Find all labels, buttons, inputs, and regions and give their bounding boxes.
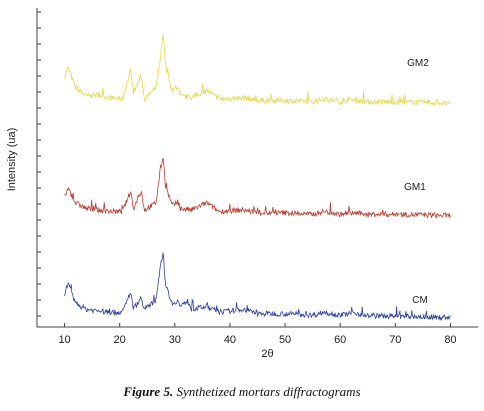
figure-number: Figure 5. (123, 384, 174, 399)
series-label-cm: CM (412, 295, 428, 306)
x-tick-label: 10 (58, 334, 70, 346)
x-tick-label: 60 (334, 334, 346, 346)
series-line-gm1 (64, 158, 451, 219)
series-line-cm (64, 252, 451, 321)
plot-frame (36, 8, 478, 328)
x-tick-label: 40 (224, 334, 236, 346)
figure-caption: Figure 5. Synthetized mortars diffractog… (0, 384, 484, 400)
series-label-gm2: GM2 (407, 58, 429, 69)
y-axis-ticks (37, 11, 41, 317)
x-tick-label: 80 (444, 334, 456, 346)
series-line-gm2 (64, 34, 451, 107)
x-axis-ticks: 10 20 30 40 50 60 70 80 (58, 323, 457, 346)
figure-caption-text: Synthetized mortars diffractograms (173, 384, 361, 399)
x-axis-label: 2θ (261, 348, 273, 360)
series-lines (64, 34, 451, 321)
x-tick-label: 20 (114, 334, 126, 346)
x-tick-label: 70 (389, 334, 401, 346)
x-tick-label: 50 (279, 334, 291, 346)
y-axis-label: Intensity (ua) (6, 128, 18, 192)
x-tick-label: 30 (169, 334, 181, 346)
series-labels: GM2 GM1 CM (404, 58, 429, 306)
series-label-gm1: GM1 (404, 182, 426, 193)
